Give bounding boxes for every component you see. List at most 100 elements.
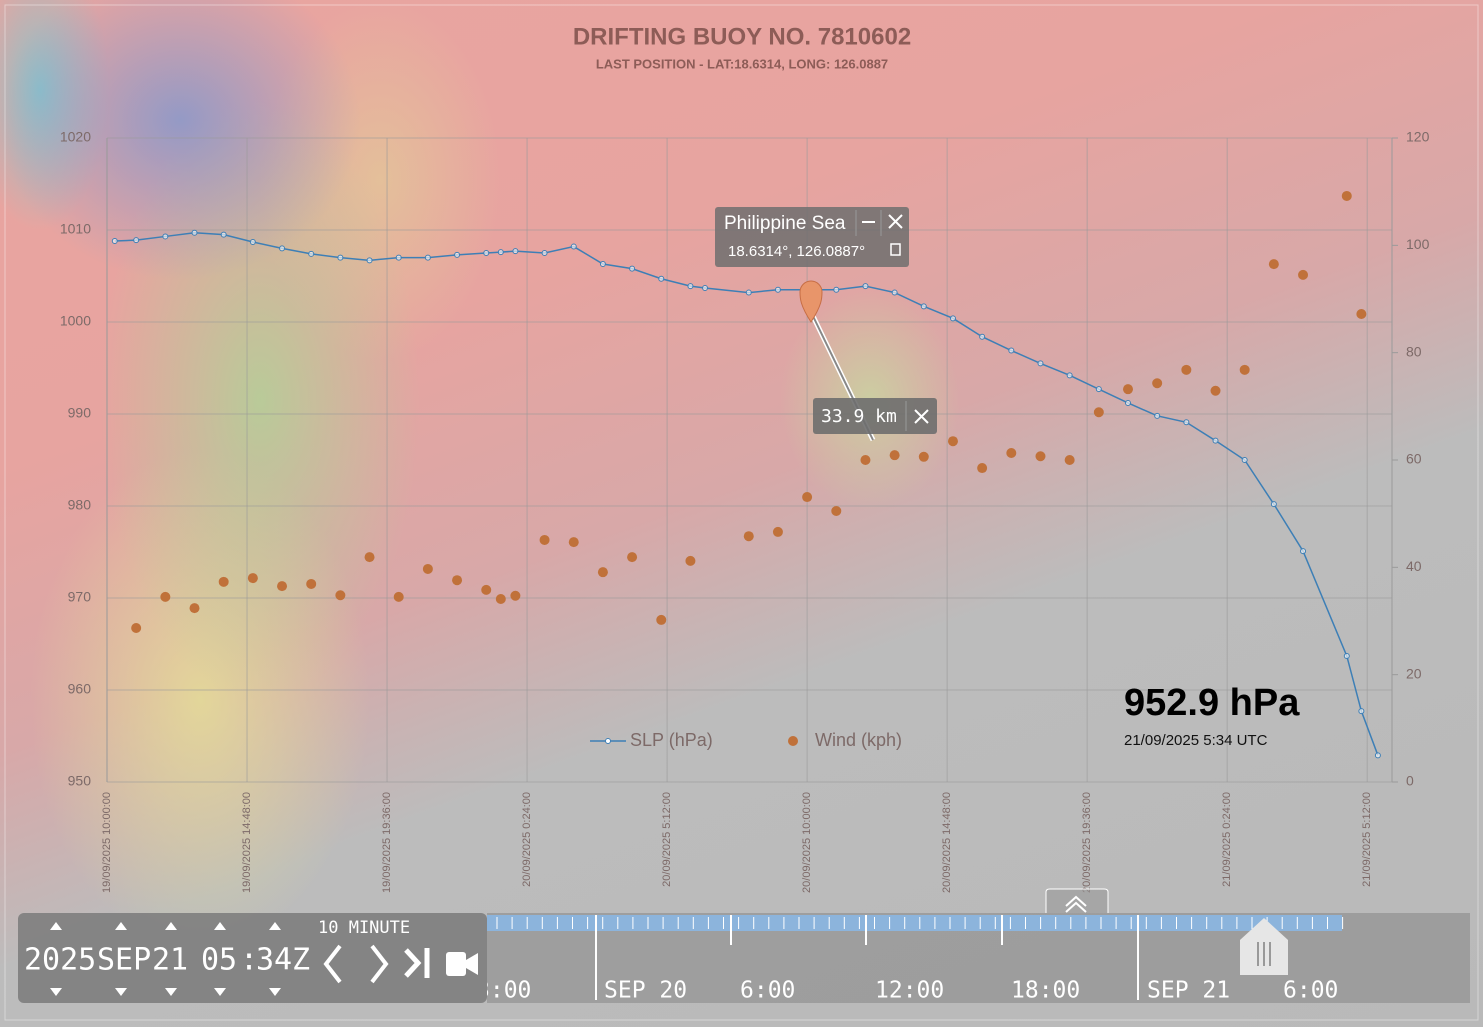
handle-grip — [1257, 942, 1271, 966]
scatter-point — [802, 492, 813, 503]
timeline-label: 6:00 — [740, 978, 795, 1004]
line-marker — [833, 286, 840, 293]
line-marker — [862, 283, 869, 290]
scatter-point — [364, 552, 375, 563]
x-tick-label: 20/09/2025 10:00:00 — [801, 792, 813, 893]
scatter-point — [218, 576, 229, 587]
decrement-buttons[interactable] — [50, 988, 281, 996]
line-marker — [249, 238, 256, 245]
close-button[interactable] — [914, 409, 929, 424]
scatter-point — [627, 552, 638, 563]
line-marker — [1212, 437, 1219, 444]
line-marker — [1095, 386, 1102, 393]
y-tick-label: 970 — [68, 589, 92, 605]
time-control: 2025 SEP 21 05 : 34 Z 10 MINUTE — [24, 918, 478, 996]
measure-popup: 33.9 km — [813, 398, 937, 434]
close-button[interactable] — [888, 214, 903, 229]
scatter-point — [1181, 364, 1192, 375]
line-marker — [891, 289, 898, 296]
scatter-point — [277, 581, 288, 592]
x-tick-label: 20/09/2025 5:12:00 — [661, 792, 673, 887]
scatter-point — [831, 505, 842, 516]
timeline-ticks — [496, 915, 1344, 1000]
scatter-point — [772, 526, 783, 537]
record-button[interactable] — [446, 952, 478, 976]
increment-buttons[interactable] — [50, 922, 281, 930]
y2-tick-label: 20 — [1406, 665, 1422, 681]
popup-coords: 18.6314°, 126.0887° — [728, 243, 865, 260]
legend-marker — [788, 736, 798, 746]
legend-marker — [605, 738, 611, 744]
scatter-point — [977, 463, 988, 474]
popup-title: Philippine Sea — [724, 213, 846, 234]
scatter-point — [656, 614, 667, 625]
line-marker — [1270, 501, 1277, 508]
step-back-button[interactable] — [323, 944, 342, 984]
timeline-label: SEP 20 — [604, 978, 687, 1004]
y2-tick-label: 60 — [1406, 451, 1422, 467]
jump-latest-button[interactable] — [404, 948, 430, 978]
scatter-point — [510, 590, 521, 601]
scatter-point — [568, 537, 579, 548]
x-tick-label: 21/09/2025 0:24:00 — [1221, 792, 1233, 887]
line-marker — [220, 231, 227, 238]
day: 21 — [152, 943, 188, 978]
year: 2025 — [24, 943, 96, 978]
timeline-label: 3:00 — [476, 978, 531, 1004]
grid: 950 960 970 980 990 1000 1010 1020 0 20 40 60 80 100 1… — [60, 129, 1430, 893]
line-marker — [702, 284, 709, 291]
x-tick-label: 19/09/2025 14:48:00 — [241, 792, 253, 893]
scatter-point — [1152, 378, 1163, 389]
y2-tick-label: 0 — [1406, 773, 1414, 789]
line-marker — [1183, 419, 1190, 426]
timeline-label: SEP 21 — [1147, 978, 1230, 1004]
line-marker — [337, 254, 344, 261]
scatter-point — [597, 567, 608, 578]
expand-tab[interactable] — [1045, 888, 1109, 913]
line-marker — [979, 333, 986, 340]
scatter-point — [1035, 451, 1046, 462]
scatter-point — [889, 450, 900, 461]
chart-subtitle: LAST POSITION - LAT:18.6314, LONG: 126.0… — [596, 56, 888, 71]
x-tick-label: 21/09/2025 5:12:00 — [1361, 792, 1373, 887]
line-marker — [133, 237, 140, 244]
y2-tick-label: 40 — [1406, 558, 1422, 574]
line-marker — [1154, 412, 1161, 419]
frame — [4, 4, 1479, 1021]
x-tick-label: 20/09/2025 14:48:00 — [941, 792, 953, 893]
line-marker — [424, 254, 431, 261]
line-marker — [1066, 372, 1073, 379]
line-marker — [1008, 347, 1015, 354]
measure-label: 33.9 km — [821, 406, 897, 427]
hour: 05 — [201, 943, 237, 978]
line-marker — [454, 251, 461, 258]
line-marker — [512, 248, 519, 255]
copy-button[interactable] — [890, 243, 901, 256]
camera-body — [446, 952, 466, 976]
readout-time: 21/09/2025 5:34 UTC — [1124, 732, 1268, 749]
plot: SLP (hPa) Wind (kph) — [111, 190, 1381, 759]
line-marker — [920, 303, 927, 310]
line-marker — [1241, 457, 1248, 463]
timeline-data-bar — [487, 915, 1342, 931]
camera-lens — [466, 953, 478, 975]
scatter-point — [131, 622, 142, 633]
location-pin[interactable] — [799, 280, 823, 323]
scatter-point — [1064, 455, 1075, 465]
scatter-point — [1341, 190, 1352, 201]
y-tick-label: 1020 — [60, 129, 91, 145]
y2-tick-label: 100 — [1406, 236, 1430, 252]
line-marker — [599, 261, 606, 268]
x-tick-label: 20/09/2025 19:36:00 — [1081, 792, 1093, 893]
scatter-point — [247, 573, 258, 584]
scatter-point — [685, 555, 696, 566]
scatter-point — [452, 575, 463, 586]
series-line — [114, 232, 1379, 756]
scatter-point — [306, 578, 317, 589]
scatter-point — [947, 436, 958, 447]
scatter-point — [1239, 364, 1250, 375]
chart-title: DRIFTING BUOY NO. 7810602 — [573, 23, 911, 50]
step-forward-button[interactable] — [370, 944, 389, 984]
line-marker — [497, 249, 504, 256]
